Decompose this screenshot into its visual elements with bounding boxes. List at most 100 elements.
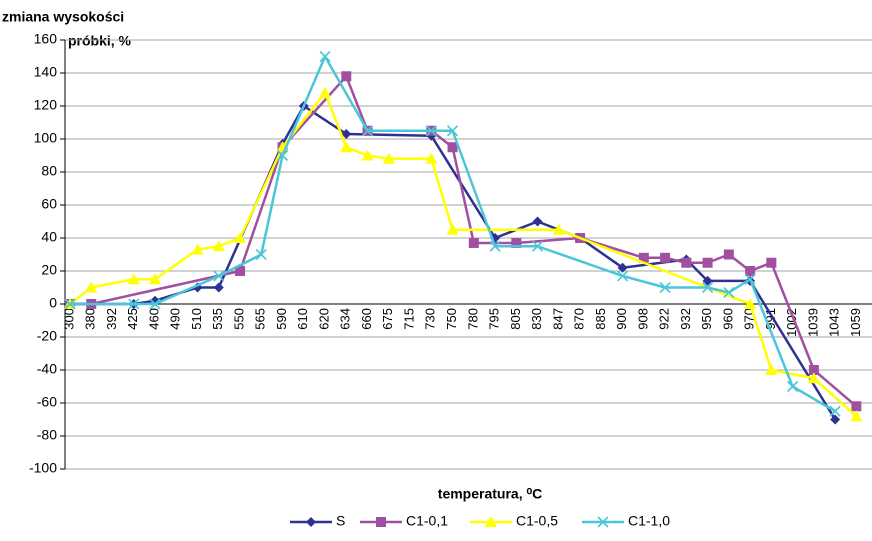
y-tick-label: -80 (37, 427, 57, 443)
x-tick-label: 675 (380, 308, 395, 330)
legend-label: S (336, 513, 345, 529)
y-tick-label: -20 (37, 328, 57, 344)
legend-label: C1-1,0 (628, 513, 670, 529)
x-tick-label: 1043 (827, 308, 842, 337)
x-tick-label: 870 (572, 308, 587, 330)
x-tick-label: 634 (338, 308, 353, 330)
marker (212, 240, 225, 252)
x-tick-label: 922 (657, 308, 672, 330)
marker (127, 273, 140, 285)
line-segment (238, 146, 284, 239)
line-segment (728, 278, 751, 294)
x-tick-label: 1002 (784, 308, 799, 337)
marker (255, 248, 267, 261)
marker (511, 237, 522, 248)
marker (851, 401, 862, 412)
x-tick-label: 991 (763, 308, 778, 330)
x-tick-label: 1039 (805, 308, 820, 337)
marker (850, 410, 863, 422)
marker (807, 372, 820, 384)
line-segment (430, 158, 454, 231)
marker (341, 129, 352, 140)
line-segment (749, 280, 837, 421)
line-segment (579, 236, 624, 269)
marker (234, 232, 247, 243)
line-segment (451, 130, 497, 247)
marker (361, 149, 374, 161)
line-segment (281, 56, 327, 156)
line-segment (813, 377, 858, 418)
marker (376, 517, 386, 527)
x-tick-label: 620 (316, 308, 331, 330)
x-axis-title: temperatura, ⁰C (438, 486, 542, 502)
y-tick-label: 40 (41, 229, 57, 245)
marker (723, 249, 734, 260)
x-tick-label: 425 (125, 308, 140, 330)
x-tick-label: 715 (401, 308, 416, 330)
marker (617, 262, 628, 273)
marker (787, 380, 799, 393)
marker (489, 240, 501, 252)
series (65, 71, 862, 412)
x-tick-label: 380 (83, 308, 98, 330)
line-segment (537, 245, 623, 278)
y-axis-title: zmiana wysokości (2, 9, 124, 25)
x-tick-label: 780 (465, 308, 480, 330)
marker (276, 149, 289, 162)
y-tick-label: 60 (41, 196, 57, 212)
marker (552, 223, 565, 235)
x-tick-label: 1059 (848, 308, 863, 337)
marker (361, 125, 374, 137)
x-tick-label: 460 (146, 308, 161, 330)
x-tick-label: 950 (699, 308, 714, 330)
marker (660, 252, 671, 263)
marker (149, 273, 162, 285)
x-tick-label: 610 (295, 308, 310, 330)
line-segment (323, 55, 369, 132)
y-tick-label: 0 (49, 295, 57, 311)
line-segment (748, 278, 794, 387)
marker (235, 266, 246, 276)
y-tick-label: 120 (34, 97, 58, 113)
marker (425, 152, 438, 164)
line-segment (238, 146, 284, 272)
y-tick-label: 100 (34, 130, 58, 146)
line-segment (791, 385, 836, 413)
marker (532, 216, 543, 227)
marker (744, 273, 756, 285)
y-tick-label: 80 (41, 163, 57, 179)
x-tick-label: 490 (168, 308, 183, 330)
series (64, 50, 841, 417)
line-segment (346, 132, 432, 137)
marker (532, 240, 544, 252)
marker (446, 223, 459, 235)
x-tick-label: 750 (444, 308, 459, 330)
marker (723, 286, 735, 299)
x-tick-label: 535 (210, 308, 225, 330)
marker (765, 364, 778, 375)
x-tick-label: 590 (274, 308, 289, 330)
line-segment (707, 286, 730, 294)
legend-label: C1-0,5 (516, 513, 558, 529)
marker (191, 243, 204, 255)
marker (808, 365, 819, 375)
y-tick-label: -100 (29, 460, 57, 476)
line-segment (218, 253, 262, 278)
line-segment (91, 278, 134, 289)
y-axis-title: próbki, % (68, 33, 132, 49)
marker (85, 281, 98, 293)
line-segment (154, 248, 199, 281)
x-tick-label: 510 (189, 308, 204, 330)
marker (447, 142, 458, 153)
x-tick-label: 932 (678, 308, 693, 330)
y-tick-label: -60 (37, 394, 57, 410)
marker (468, 237, 479, 248)
y-tick-label: -40 (37, 361, 57, 377)
line-segment (323, 92, 348, 148)
x-tick-label: 795 (487, 308, 502, 330)
marker (425, 125, 437, 137)
x-tick-label: 960 (720, 308, 735, 330)
x-tick-label: 550 (231, 308, 246, 330)
line-segment (813, 369, 858, 408)
marker (597, 516, 609, 528)
